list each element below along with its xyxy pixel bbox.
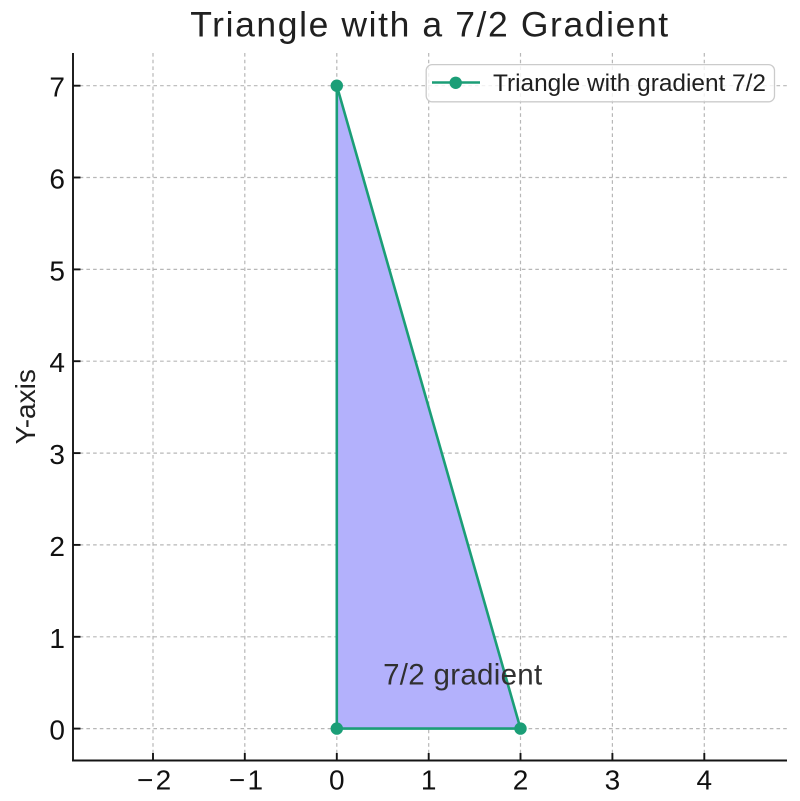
svg-text:Triangle with gradient 7/2: Triangle with gradient 7/2 — [493, 70, 766, 97]
svg-text:−: − — [137, 765, 153, 796]
svg-text:4: 4 — [697, 765, 713, 796]
svg-text:Triangle with a 7/2 Gradient: Triangle with a 7/2 Gradient — [190, 5, 670, 45]
svg-text:2: 2 — [156, 765, 172, 796]
svg-text:1: 1 — [49, 623, 65, 654]
svg-text:0: 0 — [329, 765, 345, 796]
svg-text:Y-axis: Y-axis — [10, 369, 41, 444]
svg-text:−: − — [229, 765, 245, 796]
svg-text:0: 0 — [49, 715, 65, 746]
svg-text:2: 2 — [49, 531, 65, 562]
svg-text:3: 3 — [49, 439, 65, 470]
svg-text:4: 4 — [49, 347, 65, 378]
svg-text:3: 3 — [605, 765, 621, 796]
svg-text:7: 7 — [49, 72, 65, 103]
svg-text:2: 2 — [513, 765, 529, 796]
svg-text:1: 1 — [421, 765, 437, 796]
svg-text:6: 6 — [49, 164, 65, 195]
svg-text:7/2 gradient: 7/2 gradient — [383, 659, 542, 692]
svg-text:1: 1 — [248, 765, 264, 796]
svg-text:5: 5 — [49, 255, 65, 286]
